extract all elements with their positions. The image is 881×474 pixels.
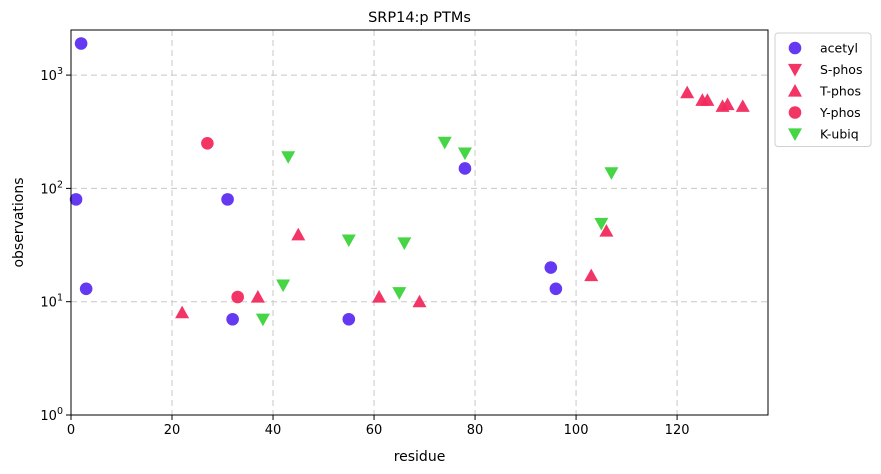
x-tick-label: 60 [366, 423, 383, 438]
x-tick-label: 0 [67, 423, 75, 438]
x-axis-label: residue [394, 449, 446, 465]
data-point-T-phos [599, 224, 614, 237]
y-tick-label: 100 [40, 406, 63, 424]
x-tick-label: 80 [467, 423, 484, 438]
legend-marker-Y-phos [788, 106, 802, 119]
data-point-acetyl [549, 282, 563, 296]
data-point-K-ubiq [457, 147, 472, 161]
data-point-K-ubiq [281, 151, 296, 164]
data-point-T-phos [175, 305, 190, 319]
data-point-acetyl [342, 312, 356, 326]
x-axis: 0 20 40 60 80 100 120 [67, 415, 690, 438]
legend-marker-S-phos [788, 63, 802, 77]
data-points [69, 37, 750, 327]
legend-label: acetyl [820, 41, 858, 56]
data-point-T-phos [720, 97, 735, 111]
data-point-acetyl [79, 282, 93, 296]
data-point-T-phos [680, 85, 695, 99]
data-point-T-phos [584, 268, 599, 282]
data-point-K-ubiq [397, 237, 412, 250]
y-tick-label: 101 [40, 293, 63, 311]
legend-label: T-phos [819, 84, 861, 99]
x-tick-label: 100 [564, 423, 589, 438]
data-point-acetyl [74, 37, 88, 50]
grid [71, 30, 768, 415]
data-point-acetyl [226, 312, 239, 326]
legend: acetyl S-phos T-phos Y-phos K-ubiq [774, 32, 872, 147]
y-axis-label: observations [11, 177, 27, 267]
y-tick-label: 102 [40, 179, 63, 197]
data-point-K-ubiq [276, 279, 291, 293]
data-point-T-phos [291, 227, 306, 241]
data-point-Y-phos [201, 137, 214, 150]
data-point-T-phos [250, 290, 265, 303]
data-point-K-ubiq [604, 167, 619, 180]
legend-label: Y-phos [819, 105, 861, 120]
chart-title: SRP14:p PTMs [368, 10, 471, 26]
data-point-T-phos [372, 290, 387, 303]
data-point-T-phos [700, 93, 715, 106]
data-point-K-ubiq [341, 234, 356, 248]
data-point-acetyl [69, 193, 83, 206]
data-point-K-ubiq [255, 313, 270, 327]
y-tick-label: 103 [40, 66, 63, 84]
data-point-T-phos [412, 294, 427, 308]
legend-marker-acetyl [788, 41, 802, 55]
plot-frame [70, 29, 769, 416]
x-tick-label: 40 [265, 423, 282, 438]
legend-label: K-ubiq [820, 127, 859, 142]
legend-marker-T-phos [788, 84, 802, 97]
data-point-T-phos [735, 99, 750, 112]
data-point-acetyl [221, 193, 234, 206]
legend-marker-K-ubiq [788, 128, 802, 141]
legend-box [774, 32, 872, 147]
x-tick-label: 120 [665, 423, 690, 438]
x-tick-label: 20 [164, 423, 181, 438]
data-point-acetyl [458, 162, 472, 175]
data-point-K-ubiq [392, 287, 407, 300]
data-point-Y-phos [231, 290, 244, 304]
data-point-K-ubiq [437, 136, 452, 150]
data-point-K-ubiq [594, 217, 609, 231]
data-point-acetyl [544, 261, 558, 274]
y-axis: 100 101 102 103 [40, 66, 71, 424]
legend-label: S-phos [820, 62, 862, 77]
